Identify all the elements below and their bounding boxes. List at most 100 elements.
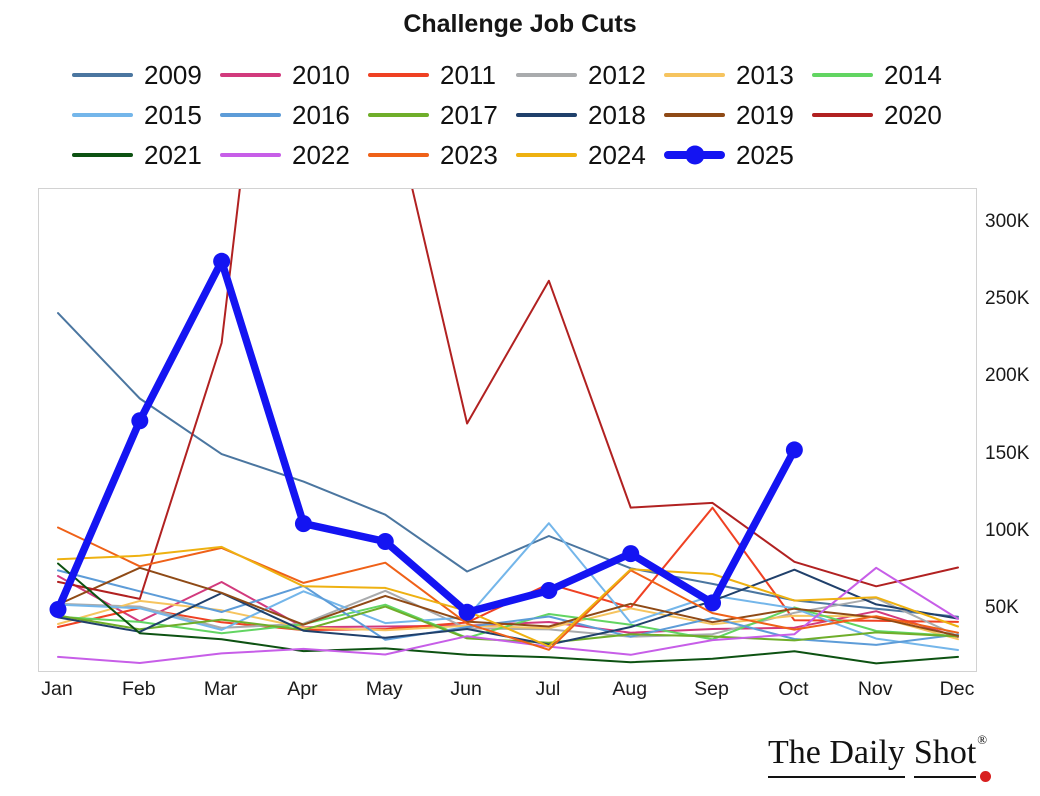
- series-line-2015: [57, 522, 959, 651]
- legend-swatch-2017: [368, 113, 429, 117]
- legend-swatch-2015: [72, 113, 133, 117]
- legend-swatch-2010: [220, 73, 281, 77]
- legend-label-2009: 2009: [144, 60, 202, 90]
- legend-label-2012: 2012: [588, 60, 646, 90]
- legend-label-2022: 2022: [292, 140, 350, 170]
- legend-item-2013: 2013: [664, 62, 812, 88]
- legend-item-2022: 2022: [220, 142, 368, 168]
- legend-item-2010: 2010: [220, 62, 368, 88]
- x-tick-Dec: Dec: [939, 678, 975, 700]
- legend-item-2011: 2011: [368, 62, 516, 88]
- registered-trademark-icon: ®: [977, 732, 988, 747]
- logo-word-shot: Shot: [913, 734, 992, 782]
- legend-item-2017: 2017: [368, 102, 516, 128]
- series-marker-2025-Mar: [213, 252, 231, 270]
- series-marker-2025-Oct: [785, 441, 803, 459]
- x-tick-Oct: Oct: [778, 678, 809, 700]
- legend-swatch-2022: [220, 153, 281, 157]
- legend-swatch-2025: [664, 145, 725, 165]
- legend-item-2018: 2018: [516, 102, 664, 128]
- series-line-2009: [57, 312, 959, 618]
- series-marker-2025-Aug: [622, 545, 640, 563]
- legend-label-2015: 2015: [144, 100, 202, 130]
- series-line-2021: [57, 562, 959, 665]
- plot-svg: [49, 189, 959, 665]
- legend-item-2024: 2024: [516, 142, 664, 168]
- x-tick-Jul: Jul: [535, 678, 561, 700]
- y-tick-100K: 100K: [985, 519, 1030, 541]
- legend-label-2010: 2010: [292, 60, 350, 90]
- series-marker-2025-Sep: [704, 594, 722, 612]
- legend-label-2025: 2025: [736, 140, 794, 170]
- legend-swatch-2012: [516, 73, 577, 77]
- plot-area: [38, 188, 977, 672]
- legend-swatch-2011: [368, 73, 429, 77]
- series-marker-2025-Jul: [540, 582, 558, 600]
- legend-label-2024: 2024: [588, 140, 646, 170]
- legend-swatch-2009: [72, 73, 133, 77]
- x-tick-Aug: Aug: [612, 678, 648, 700]
- x-tick-Apr: Apr: [287, 678, 318, 700]
- y-tick-150K: 150K: [985, 442, 1030, 464]
- legend-item-2019: 2019: [664, 102, 812, 128]
- daily-shot-logo: The Daily Shot ®: [768, 732, 1030, 782]
- legend-item-2016: 2016: [220, 102, 368, 128]
- legend-label-2023: 2023: [440, 140, 498, 170]
- legend-label-2011: 2011: [440, 60, 496, 90]
- y-tick-200K: 200K: [985, 365, 1030, 387]
- legend-label-2019: 2019: [736, 100, 794, 130]
- y-tick-50K: 50K: [985, 597, 1019, 619]
- legend-swatch-2019: [664, 113, 725, 117]
- x-tick-Jun: Jun: [450, 678, 482, 700]
- legend-swatch-2020: [812, 113, 873, 117]
- legend-item-2014: 2014: [812, 62, 960, 88]
- series-line-2025: [54, 257, 799, 617]
- series-marker-2025-Feb: [131, 412, 149, 430]
- series-marker-2025-May: [376, 533, 394, 551]
- x-tick-Nov: Nov: [857, 678, 893, 700]
- x-tick-Feb: Feb: [122, 678, 156, 700]
- series-line-2020: [57, 189, 959, 600]
- legend-swatch-2021: [72, 153, 133, 157]
- series-line-2014: [57, 603, 959, 641]
- legend-item-2020: 2020: [812, 102, 960, 128]
- legend-row-1: 2009 2010 2011 2012 2013 2014: [72, 55, 1012, 95]
- legend-item-2023: 2023: [368, 142, 516, 168]
- logo-red-dot-icon: [980, 771, 992, 782]
- logo-word-the-daily: The Daily: [768, 734, 905, 778]
- legend-row-3: 2021 2022 2023 2024 2025: [72, 135, 1012, 175]
- y-tick-250K: 250K: [985, 288, 1030, 310]
- legend-swatch-2014: [812, 73, 873, 77]
- series-line-2024: [57, 545, 959, 648]
- legend-marker-dot-2025: [685, 145, 704, 165]
- legend-swatch-2016: [220, 113, 281, 117]
- legend-item-2025: 2025: [664, 142, 812, 168]
- legend-label-2020: 2020: [884, 100, 942, 130]
- series-marker-2025-Jun: [458, 603, 476, 621]
- legend-label-2018: 2018: [588, 100, 646, 130]
- series-line-2022: [57, 566, 959, 664]
- series-marker-2025-Jan: [49, 601, 67, 619]
- legend-item-2021: 2021: [72, 142, 220, 168]
- legend-swatch-2024: [516, 153, 577, 157]
- chart-legend: 2009 2010 2011 2012 2013 2014 2015 2016 2017 2018…: [72, 55, 1012, 175]
- legend-item-2012: 2012: [516, 62, 664, 88]
- legend-label-2014: 2014: [884, 60, 942, 90]
- x-tick-Mar: Mar: [203, 678, 238, 700]
- legend-label-2017: 2017: [440, 100, 498, 130]
- x-tick-Sep: Sep: [694, 678, 729, 700]
- legend-row-2: 2015 2016 2017 2018 2019 2020: [72, 95, 1012, 135]
- x-tick-Jan: Jan: [41, 678, 73, 700]
- series-marker-2025-Apr: [294, 515, 312, 533]
- legend-label-2016: 2016: [292, 100, 350, 130]
- y-tick-300K: 300K: [985, 210, 1030, 232]
- series-line-2023: [57, 526, 959, 651]
- legend-item-2015: 2015: [72, 102, 220, 128]
- series-line-2019: [57, 566, 959, 637]
- chart-title: Challenge Job Cuts: [403, 10, 637, 38]
- legend-item-2009: 2009: [72, 62, 220, 88]
- legend-label-2013: 2013: [736, 60, 794, 90]
- legend-swatch-2023: [368, 153, 429, 157]
- legend-label-2021: 2021: [144, 140, 202, 170]
- legend-swatch-2013: [664, 73, 725, 77]
